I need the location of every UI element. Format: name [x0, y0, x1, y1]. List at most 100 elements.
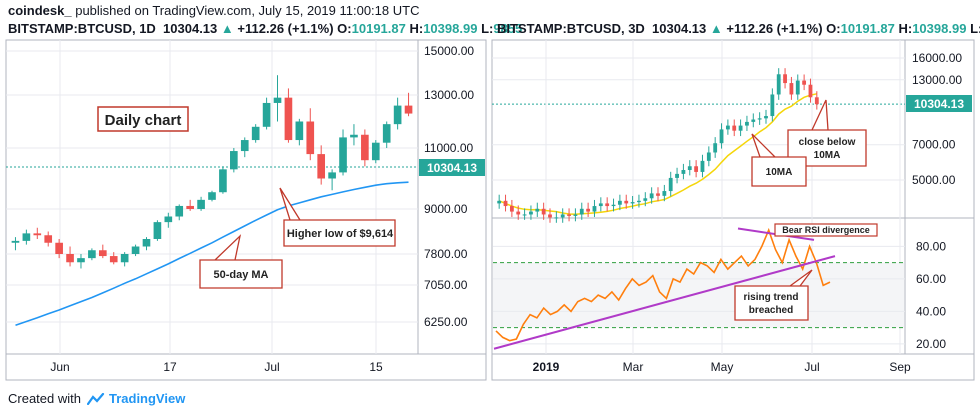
r-candle-body: [541, 208, 546, 215]
r-candle-body: [605, 203, 610, 207]
ma10-callout: [751, 133, 807, 187]
r-candle-body: [573, 214, 578, 216]
left-time-tick-label: Jul: [264, 360, 279, 374]
r-candle-body: [776, 74, 781, 95]
trend-breached-label-2: breached: [749, 305, 793, 316]
left-o-value: 10191.87: [351, 21, 406, 36]
r-candle-body: [529, 211, 533, 215]
rsi-line: [495, 227, 831, 342]
r-candle-body: [579, 208, 584, 215]
brand-name: coindesk_: [8, 3, 72, 18]
r-candle-body: [630, 202, 635, 204]
r-candle-body: [795, 80, 800, 95]
candle-body: [382, 124, 391, 143]
r-candle-body: [687, 166, 692, 171]
r-candle-body: [681, 170, 686, 174]
right-price-tick-label: 5000.00: [912, 173, 956, 187]
right-price-tick-label: 16000.00: [912, 51, 962, 65]
left-o-label: O:: [337, 21, 352, 36]
r-candle-body: [649, 193, 654, 199]
rsi-tick-label: 20.00: [916, 337, 946, 351]
r-candle-body: [503, 200, 508, 207]
daily-chart-label: Daily chart: [105, 112, 182, 129]
r-candle-body: [560, 214, 565, 218]
candle-body: [142, 239, 151, 247]
left-up-arrow-icon: ▲: [220, 21, 234, 36]
trend-breached-label-1: rising trend: [743, 292, 798, 303]
r-candle-body: [643, 198, 648, 201]
left-last-price-tag: [419, 159, 485, 176]
left-change: +112.26 (+1.1%): [237, 21, 334, 36]
created-with-text: Created with: [8, 391, 81, 406]
r-candle-body: [757, 118, 762, 120]
candle-body: [22, 233, 31, 241]
higher-low-label: Higher low of $9,614: [287, 228, 394, 240]
right-last-price: 10304.13: [652, 21, 707, 36]
r-candle-body: [783, 74, 787, 84]
tradingview-brand[interactable]: TradingView: [108, 391, 186, 406]
left-price-tick-label: 13000.00: [424, 88, 474, 102]
candle-body: [77, 258, 85, 263]
candle-body: [164, 216, 173, 223]
r-candle-body: [668, 177, 673, 192]
rsi-pane: [493, 227, 905, 350]
r-candle-body: [725, 125, 730, 130]
candle-body: [153, 222, 162, 239]
ma10-label: 10MA: [766, 167, 793, 178]
r-candle-body: [751, 119, 756, 122]
daily-chart-box: [97, 106, 189, 132]
left-l-value: 9855: [493, 21, 523, 36]
r-candle-body: [554, 217, 559, 219]
r-candle-body: [598, 203, 603, 207]
left-price-tick-label: 9000.00: [424, 202, 468, 216]
left-time-tick-label: 15: [369, 360, 383, 374]
r-candle-body: [567, 214, 571, 216]
left-last-price-text: 10304.13: [427, 161, 477, 175]
candle-body: [306, 121, 315, 155]
candle-body: [120, 254, 129, 263]
candle-body: [262, 102, 271, 127]
r-candle-body: [719, 129, 724, 144]
candle-body: [251, 126, 260, 141]
right-price-tick-label: 13000.00: [912, 73, 962, 87]
candle-body: [371, 142, 380, 161]
r-candle-body: [764, 116, 768, 119]
r-candle-body: [706, 152, 711, 161]
candle-body: [131, 246, 140, 254]
bear-rsi-box: [774, 223, 878, 237]
r-candle-body: [656, 193, 660, 196]
candle-body: [175, 205, 184, 217]
right-last-price-tag: [906, 95, 972, 112]
r-candle-body: [497, 200, 502, 204]
rising-trend-line: [493, 255, 836, 350]
left-candles: [11, 75, 413, 269]
right-change: +112.26 (+1.1%): [726, 21, 823, 36]
r-candle-body: [509, 206, 514, 212]
right-time-tick-label: Sep: [889, 360, 911, 374]
left-price-tick-label: 15000.00: [424, 44, 474, 58]
candle-body: [350, 134, 358, 138]
r-candle-body: [592, 206, 597, 212]
r-candle-body: [522, 214, 527, 216]
right-time-ticks: 2019 Mar May Jul Sep: [533, 360, 911, 374]
r-candle-body: [675, 173, 679, 178]
rsi-band: [493, 262, 904, 328]
r-candle-body: [694, 166, 699, 172]
left-time-ticks: Jun 17 Jul 15: [50, 360, 383, 374]
right-last-price-text: 10304.13: [914, 97, 964, 111]
bear-rsi-label: Bear RSI divergence: [782, 225, 870, 235]
left-h-value: 10398.99: [423, 21, 478, 36]
r-candle-body: [814, 97, 819, 105]
r-candle-body: [617, 200, 622, 205]
r-candle-body: [802, 80, 807, 85]
left-price-tick-label: 6250.00: [424, 315, 468, 329]
candle-body: [273, 97, 282, 103]
candle-body: [328, 172, 336, 179]
right-time-tick-label: May: [711, 360, 734, 374]
candle-body: [230, 151, 238, 170]
close-below-label-1: close below: [799, 137, 856, 148]
right-symbol-line: BITSTAMP:BTCUSD, 3D 10304.13 ▲ +112.26 (…: [497, 21, 980, 36]
right-price-tick-label: 7000.00: [912, 138, 956, 152]
candle-body: [33, 233, 42, 236]
